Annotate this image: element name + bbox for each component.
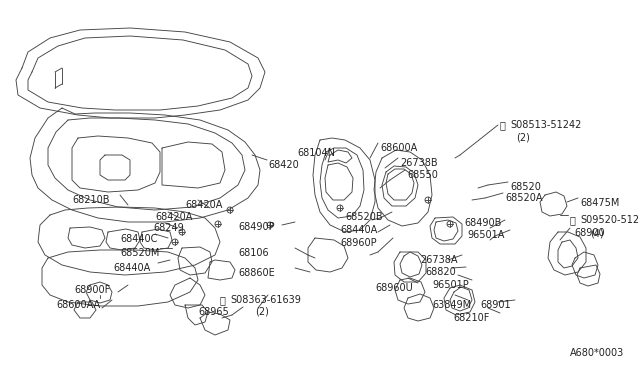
Text: 68210B: 68210B <box>72 195 109 205</box>
Text: 68210F: 68210F <box>453 313 490 323</box>
Text: 68249: 68249 <box>153 223 184 233</box>
Text: 68420A: 68420A <box>155 212 193 222</box>
Text: 68860E: 68860E <box>238 268 275 278</box>
Text: 26738A: 26738A <box>420 255 458 265</box>
Text: 68520M: 68520M <box>120 248 159 258</box>
Text: 68490B: 68490B <box>464 218 501 228</box>
Text: 96501P: 96501P <box>432 280 468 290</box>
Text: S08363-61639: S08363-61639 <box>230 295 301 305</box>
Text: 68820: 68820 <box>425 267 456 277</box>
Text: (4): (4) <box>590 228 604 238</box>
Text: A680*0003: A680*0003 <box>570 348 624 358</box>
Text: 68104N: 68104N <box>297 148 335 158</box>
Text: 68420: 68420 <box>268 160 299 170</box>
Text: Ⓢ: Ⓢ <box>570 215 576 225</box>
Text: 68520B: 68520B <box>345 212 383 222</box>
Text: 63849M: 63849M <box>432 300 471 310</box>
Text: 68440C: 68440C <box>120 234 157 244</box>
Text: 68965: 68965 <box>198 307 228 317</box>
Text: (2): (2) <box>516 133 530 143</box>
Text: 68440A: 68440A <box>113 263 150 273</box>
Text: (2): (2) <box>255 307 269 317</box>
Text: 68490P: 68490P <box>238 222 275 232</box>
Text: 68106: 68106 <box>238 248 269 258</box>
Text: S08513-51242: S08513-51242 <box>510 120 581 130</box>
Text: 68901: 68901 <box>480 300 511 310</box>
Text: S09520-51212: S09520-51212 <box>580 215 640 225</box>
Text: 68475M: 68475M <box>580 198 620 208</box>
Text: 68600A: 68600A <box>380 143 417 153</box>
Text: 68900F: 68900F <box>74 285 110 295</box>
Text: Ⓢ: Ⓢ <box>500 120 506 130</box>
Text: 68550: 68550 <box>407 170 438 180</box>
Text: 68520A: 68520A <box>505 193 543 203</box>
Text: 68900: 68900 <box>574 228 605 238</box>
Text: 26738B: 26738B <box>400 158 438 168</box>
Text: Ⓢ: Ⓢ <box>220 295 226 305</box>
Text: 68440A: 68440A <box>340 225 377 235</box>
Text: 68600AA: 68600AA <box>56 300 100 310</box>
Text: 68960P: 68960P <box>340 238 376 248</box>
Text: 68420A: 68420A <box>185 200 222 210</box>
Text: 96501A: 96501A <box>467 230 504 240</box>
Text: 68520: 68520 <box>510 182 541 192</box>
Text: 68960U: 68960U <box>375 283 413 293</box>
